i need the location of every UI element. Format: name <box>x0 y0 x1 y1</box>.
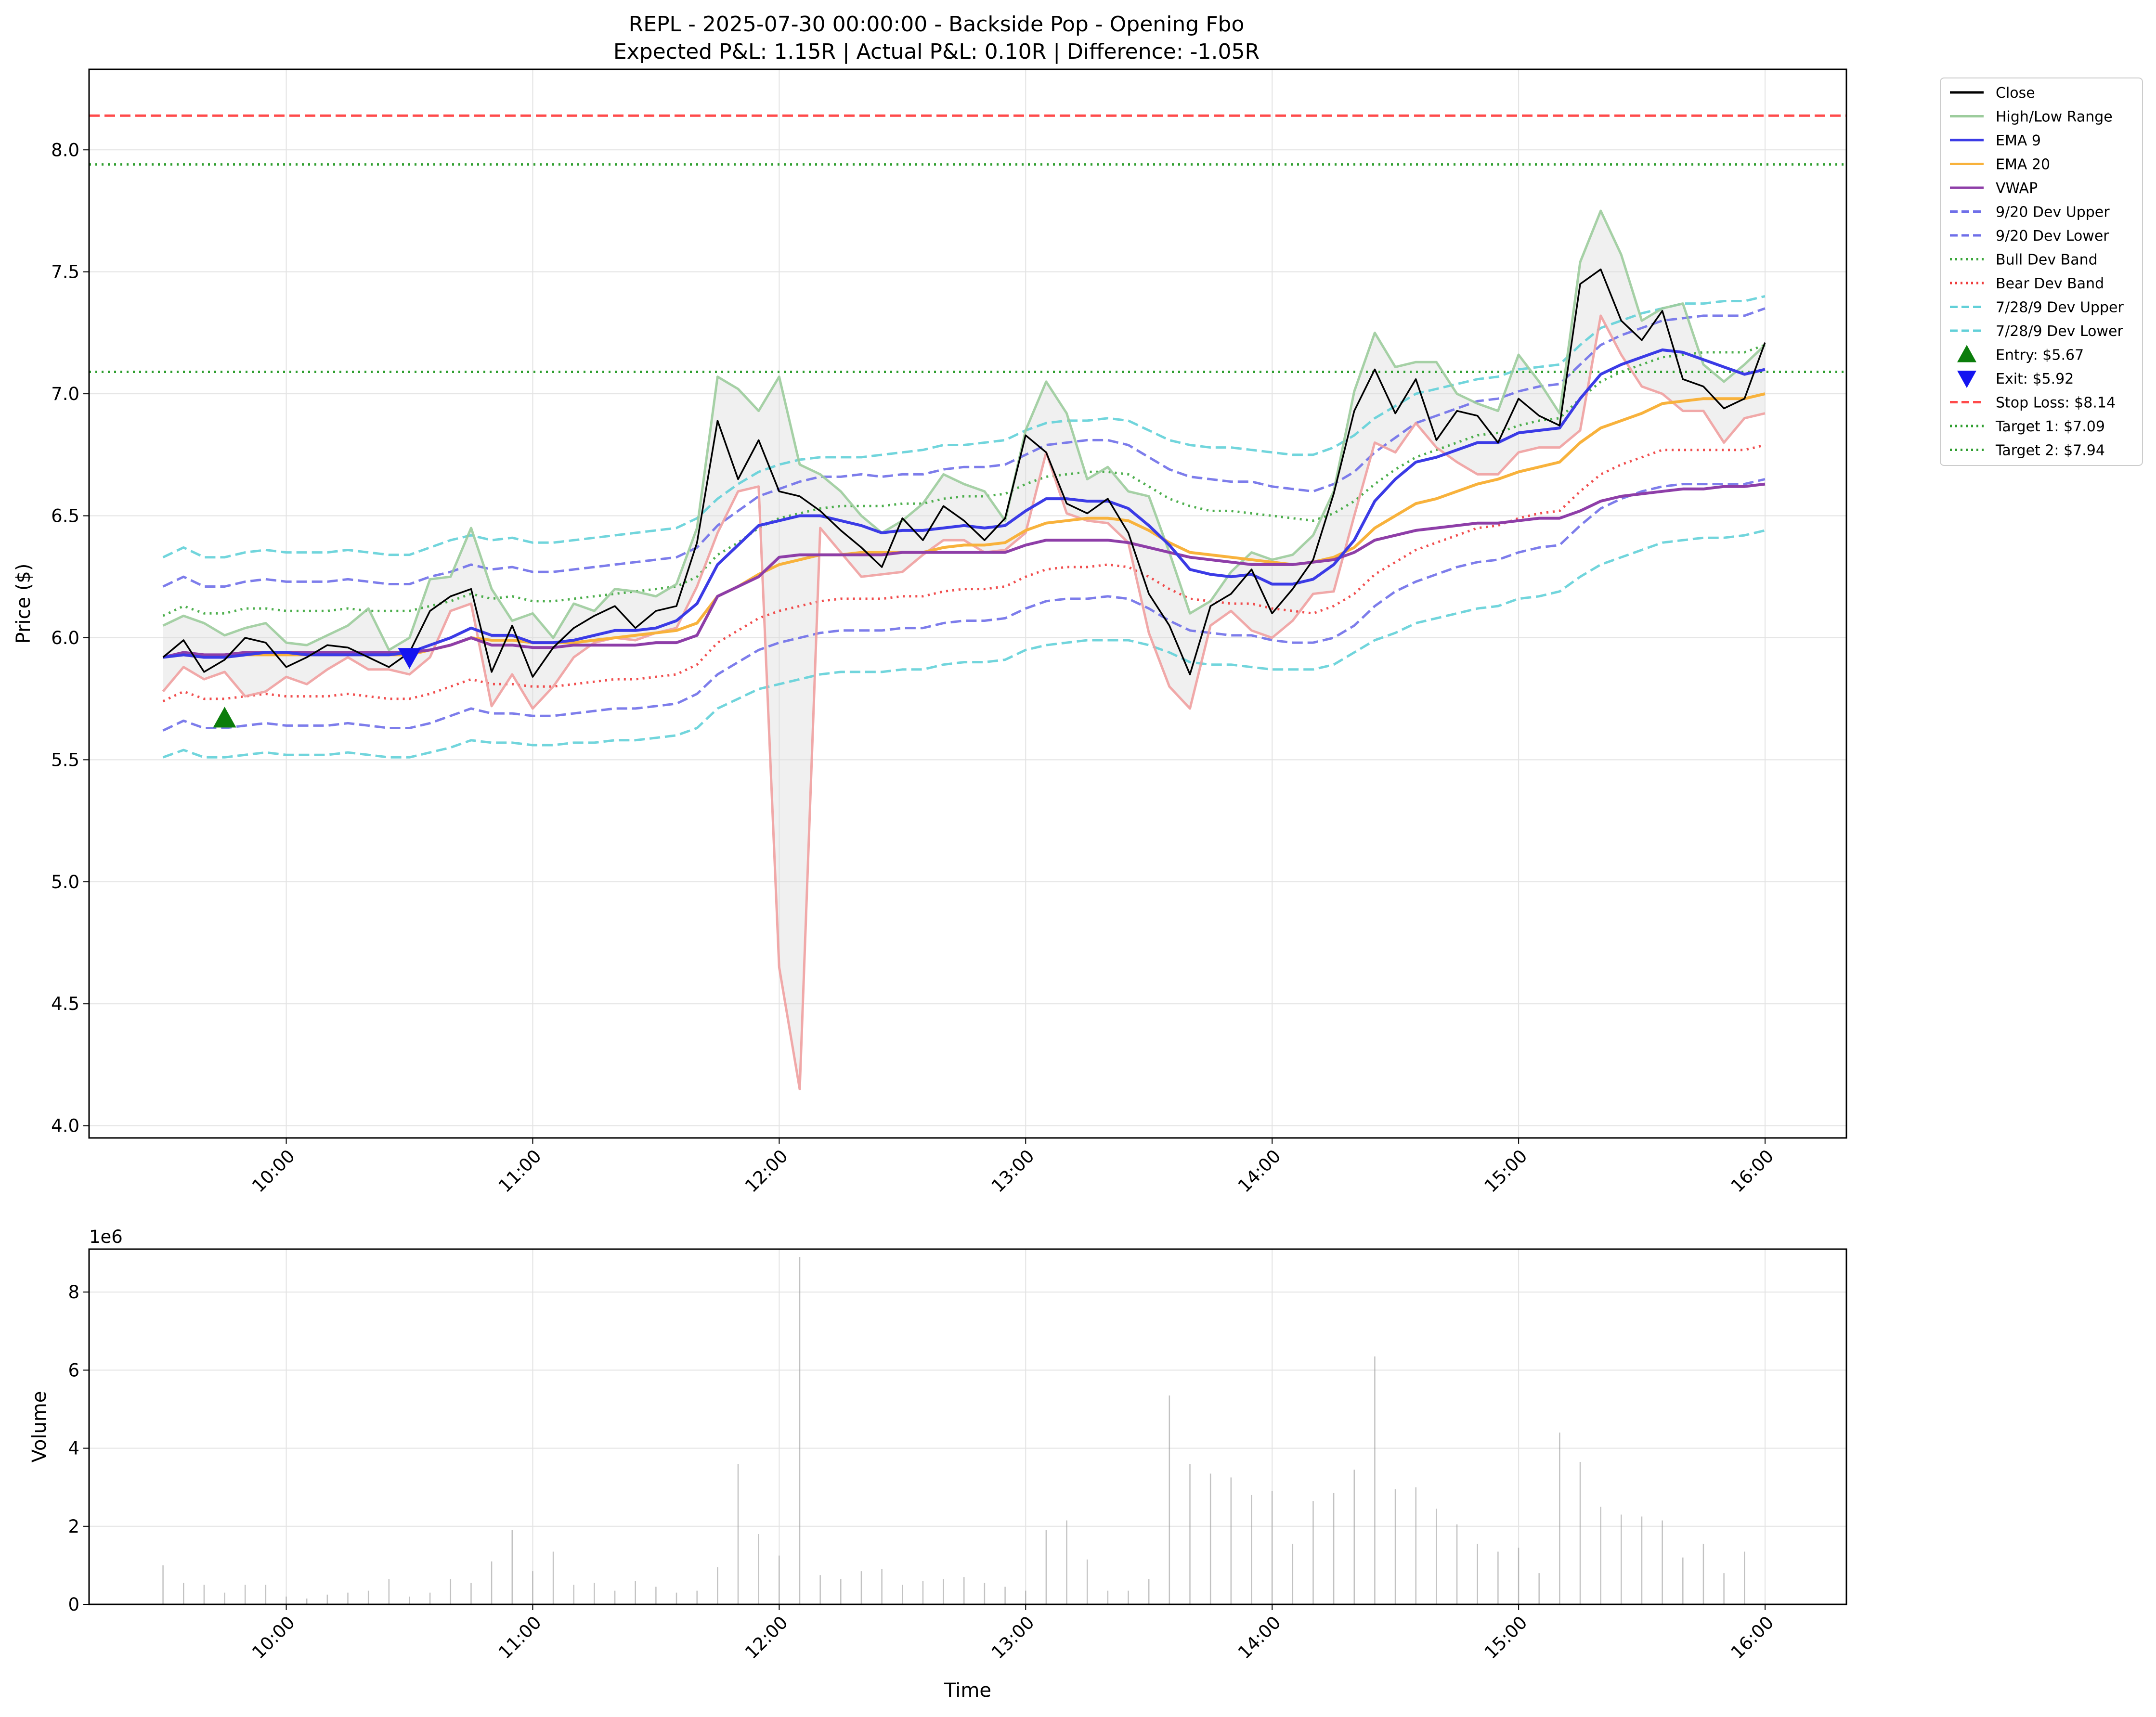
legend-label: VWAP <box>1996 180 2038 197</box>
legend-label: Bull Dev Band <box>1996 252 2098 269</box>
volume-y-tick-label: 6 <box>68 1360 79 1381</box>
price-y-tick-label: 5.5 <box>51 749 79 770</box>
volume-offset-label: 1e6 <box>89 1226 123 1247</box>
series-vwap <box>162 482 1766 659</box>
legend: Close High/Low Range EMA 9 EMA 20 VWAP 9/20 D… <box>1940 77 2143 466</box>
volume-y-tick-label: 4 <box>68 1438 79 1459</box>
legend-entry-icon <box>1957 345 1976 362</box>
legend-label: 9/20 Dev Upper <box>1996 204 2110 221</box>
volume-y-tick-label: 8 <box>68 1282 79 1303</box>
legend-label: Close <box>1996 85 2035 102</box>
series-7-28-9-dev-lower <box>162 529 1766 759</box>
price-panel: 4.04.55.05.56.06.57.07.58.0 10:00 11:00 12… <box>13 68 1847 1197</box>
price-reference-lines <box>89 114 1846 373</box>
legend-label: Entry: $5.67 <box>1996 347 2084 364</box>
price-y-tick-label: 4.5 <box>51 994 79 1014</box>
price-y-tick-label: 6.5 <box>51 506 79 527</box>
series-9-20-dev-lower <box>162 478 1766 732</box>
price-y-tick-label: 7.5 <box>51 262 79 283</box>
price-y-ticks: 4.0 4.5 5.0 5.5 6.0 6.5 7.0 7.5 8.0 <box>51 140 89 1136</box>
legend-label: Stop Loss: $8.14 <box>1996 395 2116 412</box>
price-plot-frame <box>88 68 1847 1139</box>
legend-label: EMA 20 <box>1996 156 2050 173</box>
price-y-tick-label: 6.0 <box>51 628 79 648</box>
volume-y-label: Volume <box>28 1391 51 1463</box>
price-plot-area <box>89 69 1846 1138</box>
series-low <box>162 314 1766 1091</box>
series-9-20-dev-upper <box>162 307 1766 588</box>
legend-label: Target 1: $7.09 <box>1995 418 2105 435</box>
high-low-fill <box>163 211 1765 1089</box>
chart-title: REPL - 2025-07-30 00:00:00 - Backside Po… <box>629 12 1245 37</box>
volume-plot-area <box>89 1249 1846 1604</box>
legend-label: Bear Dev Band <box>1996 275 2104 292</box>
price-y-tick-label: 8.0 <box>51 140 79 160</box>
legend-label: Target 2: $7.94 <box>1995 442 2105 459</box>
volume-y-tick-label: 0 <box>68 1594 79 1615</box>
price-y-tick-label: 5.0 <box>51 872 79 892</box>
price-range-fill <box>163 211 1765 1089</box>
legend-label: EMA 9 <box>1996 132 2041 149</box>
price-y-tick-label: 4.0 <box>51 1116 79 1136</box>
price-grid <box>89 69 1846 1138</box>
exit-marker <box>398 648 421 669</box>
volume-y-ticks: 0 2 4 6 8 <box>68 1282 89 1615</box>
legend-exit-icon <box>1957 371 1976 388</box>
series-bull-dev-band <box>162 344 1766 617</box>
volume-x-label: Time <box>944 1679 991 1702</box>
trade-markers <box>213 648 421 728</box>
legend-label: 7/28/9 Dev Upper <box>1996 299 2124 316</box>
volume-y-tick-label: 2 <box>68 1516 79 1537</box>
legend-label: High/Low Range <box>1996 109 2113 126</box>
price-series <box>162 209 1766 1091</box>
legend-label: Exit: $5.92 <box>1996 371 2074 387</box>
entry-marker <box>213 707 236 728</box>
series-close <box>162 268 1766 678</box>
series-7-28-9-dev-upper <box>162 295 1766 559</box>
price-y-label: Price ($) <box>13 564 35 644</box>
legend-label: 9/20 Dev Lower <box>1996 228 2109 245</box>
legend-box <box>1940 77 2143 466</box>
price-y-tick-label: 7.0 <box>51 384 79 404</box>
volume-bars <box>162 1257 1745 1604</box>
chart-subtitle: Expected P&L: 1.15R | Actual P&L: 0.10R … <box>613 39 1260 64</box>
volume-plot-frame <box>88 1248 1847 1605</box>
series-high-low-range <box>162 209 1766 651</box>
legend-label: 7/28/9 Dev Lower <box>1996 323 2123 340</box>
